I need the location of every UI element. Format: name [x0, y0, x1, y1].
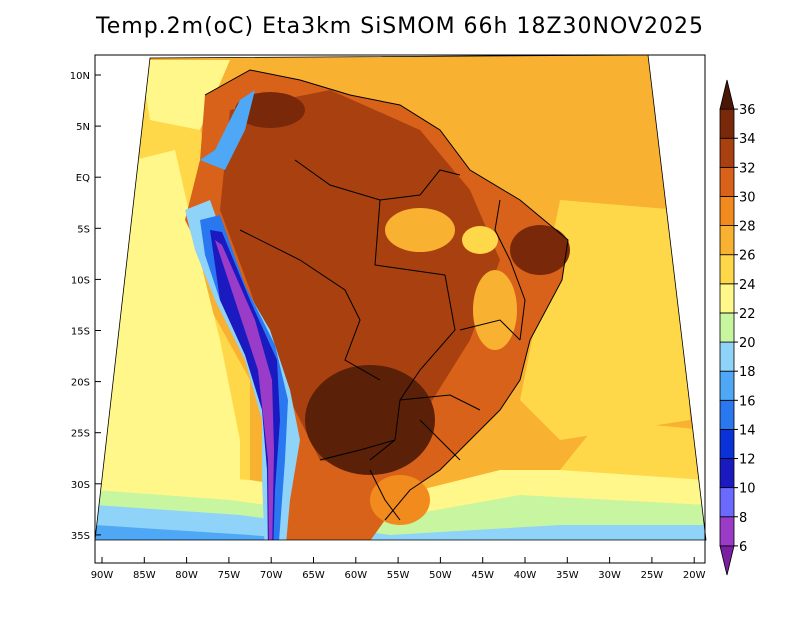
lon-tick-label: 60W: [344, 570, 367, 581]
domain-outline: [94, 54, 707, 541]
colorbar-segment: [719, 516, 735, 547]
colorbar-label: 32: [739, 161, 756, 176]
colorbar-label: 26: [739, 249, 756, 264]
colorbar-label: 12: [739, 453, 756, 468]
lat-tick-label: 5N: [76, 122, 90, 133]
colorbar-label: 8: [739, 511, 747, 526]
colorbar-segment: [719, 108, 735, 139]
lat-tick-label: 20S: [71, 378, 90, 389]
longitude-axis: 90W 85W 80W 75W 70W 65W 60W 55W 50W 45W 40W 35W 30W 2…: [91, 557, 706, 581]
triangle-up-icon: [719, 79, 735, 110]
colorbar-label: 22: [739, 307, 756, 322]
lon-tick-label: 20W: [683, 570, 706, 581]
lon-tick-label: 55W: [387, 570, 410, 581]
lat-tick-label: 10N: [70, 71, 90, 82]
colorbar-label: 10: [739, 482, 756, 497]
colorbar-segment: [719, 399, 735, 430]
colorbar-label: 36: [739, 103, 756, 118]
colorbar-label: 20: [739, 336, 756, 351]
colorbar-segment: [719, 196, 735, 226]
colorbar-segment: [719, 254, 735, 285]
colorbar-label: 18: [739, 365, 756, 380]
colorbar-segment: [719, 458, 735, 489]
colorbar-segment: [719, 429, 735, 459]
lat-tick-label: 35S: [71, 531, 90, 542]
lon-tick-label: 75W: [218, 570, 241, 581]
lon-tick-label: 90W: [91, 570, 114, 581]
lat-tick-label: 5S: [77, 224, 90, 235]
colorbar-segment: [719, 166, 735, 197]
lat-tick-label: 10S: [71, 275, 90, 286]
lon-tick-label: 70W: [260, 570, 283, 581]
colorbar-segment: [719, 312, 735, 343]
lat-tick-label: 30S: [71, 480, 90, 491]
lon-tick-label: 35W: [556, 570, 579, 581]
colorbar-label: 14: [739, 423, 756, 438]
colorbar-segment: [719, 225, 735, 256]
colorbar-label: 34: [739, 132, 756, 147]
temperature-field: [95, 55, 706, 540]
lon-tick-label: 80W: [175, 570, 198, 581]
lon-tick-label: 25W: [641, 570, 664, 581]
triangle-down-icon: [719, 545, 735, 576]
map-frame-border: [94, 54, 706, 564]
colorbar-label: 6: [739, 540, 747, 555]
lat-tick-label: 25S: [71, 429, 90, 440]
lat-tick-label: EQ: [76, 173, 90, 184]
lon-tick-label: 40W: [514, 570, 537, 581]
colorbar-label: 28: [739, 220, 756, 235]
lon-tick-label: 30W: [598, 570, 621, 581]
colorbar-label: 16: [739, 394, 756, 409]
country-borders: [204, 69, 569, 521]
lon-tick-label: 50W: [429, 570, 452, 581]
map-title: Temp.2m(oC) Eta3km SiSMOM 66h 18Z30NOV20…: [96, 14, 704, 39]
colorbar-segment: [719, 341, 735, 372]
colorbar-segment: [719, 487, 735, 518]
lat-tick-label: 15S: [71, 327, 90, 338]
lon-tick-label: 45W: [471, 570, 494, 581]
colorbar-label: 24: [739, 278, 756, 293]
colorbar-segment: [719, 283, 735, 314]
colorbar: 6 8 10 12 14 16 18 20 22 24 26 28 30 32 34 36: [719, 79, 756, 576]
lon-tick-label: 65W: [302, 570, 325, 581]
latitude-axis: 10N 5N EQ 5S 10S 15S 20S 25S 30S 35S: [70, 71, 101, 542]
colorbar-segment: [719, 370, 735, 401]
colorbar-label: 30: [739, 190, 756, 205]
colorbar-segment: [719, 137, 735, 168]
lon-tick-label: 85W: [133, 570, 156, 581]
